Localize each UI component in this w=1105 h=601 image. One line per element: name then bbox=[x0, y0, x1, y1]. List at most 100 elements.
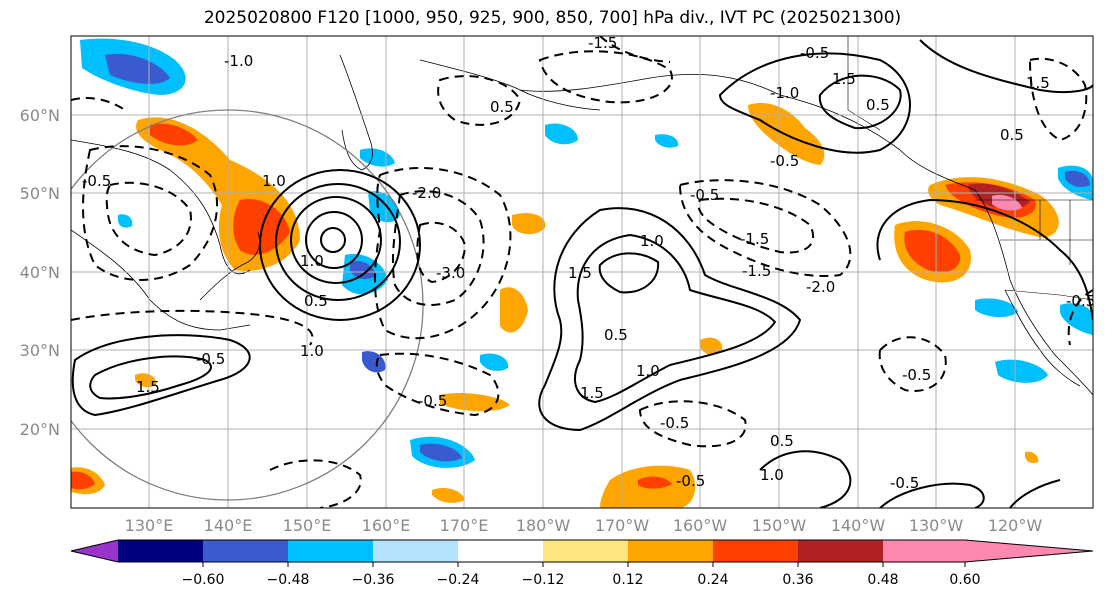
contour-pos-japan-5 bbox=[320, 227, 346, 253]
contour-label: 1.0 bbox=[760, 466, 784, 484]
lon-label-140w: 140°W bbox=[831, 516, 886, 535]
contour-label: 0.5 bbox=[866, 96, 890, 114]
blob-orange-dateline bbox=[512, 213, 546, 235]
colorbar-label: −0.48 bbox=[267, 572, 310, 588]
colorbar-segment bbox=[713, 540, 798, 562]
colorbar-segment bbox=[373, 540, 458, 562]
map-frame bbox=[70, 35, 1094, 509]
contour-neg-7 bbox=[437, 75, 522, 126]
contour-pos-japan-3 bbox=[290, 196, 382, 284]
lat-label-40n: 40°N bbox=[20, 263, 60, 282]
blob-orange-far-east bbox=[1025, 451, 1039, 464]
contour-label: 1.5 bbox=[568, 264, 592, 282]
contour-label: 1.5 bbox=[832, 70, 856, 88]
colorbar-segment bbox=[203, 540, 288, 562]
contour-pos-gulf-2 bbox=[818, 74, 902, 130]
contour-label: -0.5 bbox=[660, 414, 689, 432]
contour-neg-17 bbox=[1067, 289, 1093, 346]
blob-dark-nw-us bbox=[1065, 170, 1090, 188]
contour-pos-japan-4 bbox=[305, 211, 363, 269]
contours-negative bbox=[71, 36, 1093, 508]
contour-pos-asia-left-2 bbox=[89, 355, 212, 400]
latitude-labels: 60°N 50°N 40°N 30°N 20°N bbox=[20, 106, 60, 439]
contour-neg-2 bbox=[391, 190, 485, 306]
contour-label: -0.5 bbox=[82, 172, 111, 190]
lon-label-170w: 170°W bbox=[595, 516, 650, 535]
contour-neg-11 bbox=[71, 309, 314, 346]
blob-blue-baja bbox=[975, 298, 1018, 318]
blob-red-hawaii bbox=[638, 476, 672, 489]
contour-neg-8 bbox=[538, 50, 673, 104]
contour-label: 1.0 bbox=[300, 342, 324, 360]
blob-red-okhotsk bbox=[150, 123, 198, 146]
lon-label-160w: 160°W bbox=[673, 516, 728, 535]
contour-neg-12 bbox=[638, 400, 747, 448]
coast-mexico bbox=[1039, 349, 1081, 387]
colorbar-segment bbox=[628, 540, 713, 562]
contour-label: -0.5 bbox=[902, 366, 931, 384]
blob-blue-mexico bbox=[995, 359, 1048, 383]
colorbar-right-arrow bbox=[965, 540, 1093, 562]
lon-label-130e: 130°E bbox=[125, 516, 174, 535]
colorbar-segment bbox=[288, 540, 373, 562]
borders bbox=[847, 36, 1093, 301]
contour-label: -0.5 bbox=[418, 392, 447, 410]
coast-aleutians bbox=[519, 89, 601, 111]
colorbar-segment bbox=[118, 540, 203, 562]
contour-label: -1.0 bbox=[224, 52, 253, 70]
colorbar-label: −0.36 bbox=[352, 572, 395, 588]
lon-label-130w: 130°W bbox=[909, 516, 964, 535]
contour-neg-10 bbox=[105, 181, 192, 257]
colorbar-label: 0.12 bbox=[612, 572, 643, 588]
lon-label-150w: 150°W bbox=[752, 516, 807, 535]
contour-pos-alaska-edge bbox=[919, 39, 1093, 94]
lon-label-160e: 160°E bbox=[362, 516, 411, 535]
coast-alaska bbox=[419, 59, 901, 151]
colorbar-label: 0.24 bbox=[697, 572, 728, 588]
blob-blue-bering-2 bbox=[655, 134, 679, 148]
blob-blue-baja-2 bbox=[1060, 303, 1093, 335]
coast-na-west bbox=[899, 149, 1093, 396]
contour-label: 0.5 bbox=[770, 432, 794, 450]
contour-labels: -1.0 -1.5 0.5 -0.5 1.0 -2.0 -3.0 1.5 1.0… bbox=[82, 36, 1093, 492]
contour-neg-15 bbox=[269, 459, 362, 508]
blob-orange-south bbox=[440, 393, 510, 412]
border-us-mexico bbox=[1004, 289, 1093, 301]
contour-neg-16 bbox=[599, 36, 671, 63]
contour-pos-south-2 bbox=[879, 482, 985, 508]
contour-neg-13 bbox=[878, 336, 947, 392]
colorbar-segment bbox=[883, 540, 965, 562]
blob-blue-bering bbox=[545, 123, 578, 145]
colorbar-label: 0.48 bbox=[867, 572, 898, 588]
contour-label: -3.0 bbox=[436, 264, 465, 282]
border-states-3 bbox=[1069, 200, 1093, 241]
contour-label: -1.5 bbox=[742, 262, 771, 280]
contour-pos-central-3 bbox=[598, 252, 660, 294]
blob-orange-left-2 bbox=[135, 373, 157, 388]
lat-label-60n: 60°N bbox=[20, 106, 60, 125]
lon-label-150e: 150°E bbox=[283, 516, 332, 535]
lat-label-30n: 30°N bbox=[20, 341, 60, 360]
contour-label: 0.5 bbox=[604, 326, 628, 344]
contour-label: -1.0 bbox=[770, 84, 799, 102]
figure-title: 2025020800 F120 [1000, 950, 925, 900, 85… bbox=[203, 8, 902, 28]
lat-label-50n: 50°N bbox=[20, 184, 60, 203]
contour-label: 0.5 bbox=[1000, 126, 1024, 144]
lon-label-180w: 180°W bbox=[516, 516, 571, 535]
contour-pos-south-1 bbox=[759, 450, 852, 508]
contour-neg-3 bbox=[416, 221, 467, 284]
colorbar-label: 0.36 bbox=[782, 572, 813, 588]
contour-label: 1.5 bbox=[1026, 74, 1050, 92]
contour-label: -0.5 bbox=[196, 350, 225, 368]
contour-label: -2.0 bbox=[806, 278, 835, 296]
contour-neg-18 bbox=[71, 97, 126, 111]
contour-label: -1.5 bbox=[740, 230, 769, 248]
contour-label: 1.0 bbox=[636, 362, 660, 380]
contour-neg-9 bbox=[82, 145, 218, 281]
colorbar-label: −0.12 bbox=[522, 572, 565, 588]
contour-neg-5 bbox=[678, 179, 852, 277]
lon-label-120w: 120°W bbox=[988, 516, 1043, 535]
blob-blue-central-2 bbox=[362, 351, 386, 373]
lon-label-170e: 170°E bbox=[440, 516, 489, 535]
